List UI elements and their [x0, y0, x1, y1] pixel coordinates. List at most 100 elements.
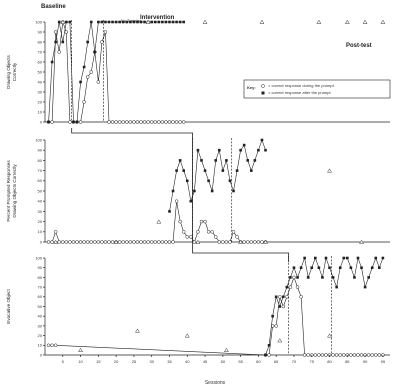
- panel-1-open-point: [103, 30, 108, 34]
- panel-2-y-tick-label: 20: [38, 219, 43, 224]
- panel-3-filled-point: [278, 305, 282, 308]
- panel-3-open-point: [281, 304, 286, 309]
- panel-2-open-point: [224, 240, 229, 244]
- panel-3-y-tick-label: 80: [38, 275, 43, 280]
- panel-1-filled-point: [100, 20, 104, 24]
- panel-2-y-tick-label: 100: [35, 137, 42, 142]
- x-tick-label: 20: [114, 359, 119, 364]
- panel-1-open-point: [132, 120, 136, 124]
- panel-3-filled-point: [271, 314, 274, 318]
- panel-1-y-tick-label: 20: [38, 99, 43, 104]
- panel-2-y-tick-label: 80: [38, 158, 43, 163]
- x-tick-label: 15: [96, 359, 101, 364]
- panel-3-open-point: [53, 343, 58, 348]
- panel-1-filled-point: [50, 60, 54, 64]
- x-axis-label: Sessions: [205, 380, 226, 386]
- panel-2-open-point: [249, 240, 254, 244]
- panel-1-probe-triangle: [362, 19, 368, 24]
- panel-2-probe-triangle: [359, 239, 364, 244]
- panel-1-filled-point: [132, 20, 136, 24]
- panel-1-probe-triangle: [316, 19, 322, 24]
- panel-3-y-tick-label: 70: [38, 285, 43, 290]
- panel-3-open-point: [356, 353, 360, 357]
- panel-2-open-point: [245, 240, 250, 244]
- panel-2-open-point: [107, 240, 111, 244]
- no-training-label-top: No Training: [121, 18, 141, 23]
- panel-2-filled-point: [264, 148, 267, 152]
- panel-2-probe-triangle: [53, 239, 59, 244]
- x-tick-label: 85: [345, 359, 350, 364]
- panel-1-open-point: [68, 120, 72, 124]
- panel-3-open-point: [288, 285, 293, 289]
- panel-1-open-point: [139, 120, 143, 124]
- panel-3-filled-point: [331, 276, 335, 279]
- panel-3-open-point: [292, 275, 296, 280]
- panel-2-probe-triangle: [195, 239, 201, 244]
- panel-3-filled-point: [289, 276, 292, 279]
- panel-2-open-point: [167, 240, 172, 244]
- panel-2-filled-point: [171, 189, 175, 193]
- panel-3-filled-point: [281, 295, 285, 299]
- x-tick-label: 30: [149, 359, 154, 364]
- panel-2-open-point: [110, 240, 115, 244]
- key-box: Key: = correct response during the promp…: [243, 79, 391, 99]
- panel-1-filled-point: [47, 120, 50, 124]
- panel-1-filled-point: [75, 120, 79, 124]
- panel-3-probe-triangle: [327, 333, 332, 338]
- panel-3-filled-point: [378, 266, 381, 269]
- panel-2-open-point: [128, 240, 133, 244]
- key-frame: [243, 79, 391, 99]
- panel-1-y-tick-label: 80: [38, 39, 43, 44]
- panel-3-filled-point: [360, 266, 363, 269]
- panel-3-filled-point: [367, 276, 370, 279]
- panel-2-open-point: [132, 240, 136, 244]
- panel-1-open-point: [85, 75, 90, 79]
- panel-1-filled-point: [129, 20, 132, 24]
- panel-3-filled-point: [296, 276, 299, 279]
- panel-2-open-point: [217, 240, 222, 244]
- panel-2-open-point: [192, 240, 197, 244]
- panel-1-y-tick-label: 60: [38, 59, 43, 64]
- panel-3-open-point: [342, 353, 346, 357]
- x-tick-label: 50: [221, 359, 226, 364]
- panel-1-filled-point: [61, 40, 65, 44]
- panel-2-open-point: [196, 230, 200, 234]
- panel-2-probe-triangle: [113, 239, 119, 244]
- panel-3-y-tick-label: 10: [38, 343, 43, 348]
- panel-1-probe-triangle: [60, 19, 66, 24]
- panel-3-probe-triangle: [184, 333, 190, 338]
- panel-3-filled-point: [324, 256, 328, 260]
- panel-1-open-point: [142, 120, 147, 124]
- panel-1-filled-point: [136, 20, 139, 24]
- x-tick-label: 55: [238, 359, 243, 364]
- panel-1-open-point: [64, 30, 69, 34]
- panel-1-filled-point: [82, 65, 86, 69]
- panel-2-y-label-line: Percent Prompted Responses: [6, 160, 11, 222]
- panel-1-filled-point: [57, 20, 61, 24]
- panel-1-filled-point: [175, 20, 178, 24]
- x-tick-label: 95: [381, 359, 386, 364]
- panel-2-filled-point: [217, 148, 221, 152]
- post-test-label: Post-test: [346, 43, 372, 49]
- panel-2-open-point: [93, 240, 97, 244]
- panel-2-filled-point: [242, 143, 246, 147]
- panel-3-filled-point: [264, 353, 267, 357]
- panel-2-filled-point: [214, 159, 218, 162]
- panel-1-open-point: [107, 120, 111, 124]
- panel-3-open-point: [267, 353, 271, 357]
- panel-2-open-point: [68, 240, 72, 244]
- key-title: Key:: [247, 85, 256, 90]
- panel-2-filled-point: [210, 189, 214, 193]
- panel-2-filled-point: [168, 210, 171, 213]
- panel-2-series-1-line: [48, 201, 266, 243]
- panel-2-open-point: [228, 240, 232, 244]
- panel-2-open-point: [157, 240, 161, 244]
- panel-3-y-label-line: Evocative Object: [6, 289, 11, 324]
- panel-3-open-point: [274, 324, 278, 328]
- panel-3-filled-point: [356, 256, 360, 260]
- panel-2-open-point: [174, 199, 179, 203]
- panel-2-open-point: [199, 219, 204, 224]
- panel-3-probe-triangle: [78, 347, 84, 352]
- panel-3-filled-point: [349, 266, 353, 269]
